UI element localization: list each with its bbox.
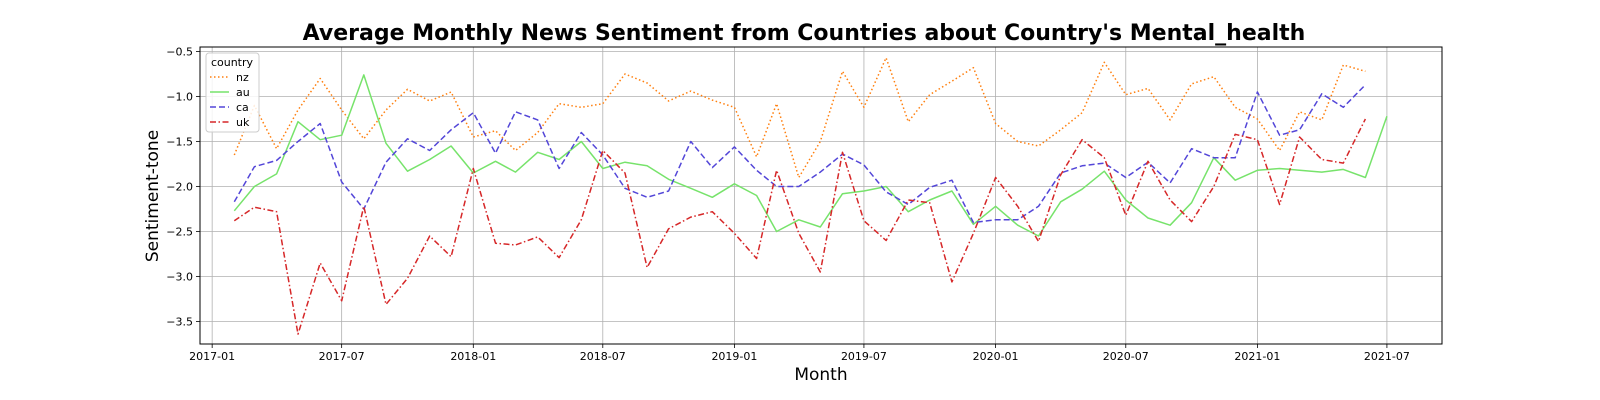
y-tick-label: −2.0 [166, 181, 193, 194]
x-tick-label: 2017-01 [189, 350, 235, 363]
y-tick-label: −1.0 [166, 91, 193, 104]
plot-frame [199, 46, 1443, 345]
grid [200, 47, 1442, 344]
x-axis: 2017-01 2017-07 2018-01 2018-07 2019-01 2019-… [189, 344, 1410, 363]
legend-label-uk: uk [236, 116, 250, 129]
x-tick-label: 2019-01 [711, 350, 757, 363]
y-tick-label: −0.5 [166, 46, 193, 59]
x-axis-label: Month [794, 365, 847, 385]
series-line-au [233, 74, 1388, 237]
legend: country nz au ca uk [205, 52, 260, 133]
legend-label-au: au [236, 86, 250, 99]
y-tick-label: −2.5 [166, 226, 193, 239]
x-tick-label: 2020-01 [973, 350, 1019, 363]
series-line-nz [233, 57, 1366, 179]
y-axis: −0.5 −1.0 −1.5 −2.0 −2.5 −3.0 −3.5 [166, 46, 200, 329]
legend-box [205, 52, 260, 133]
y-axis-label: Sentiment-tone [143, 130, 163, 262]
legend-label-nz: nz [236, 71, 249, 84]
x-tick-label: 2018-01 [450, 350, 496, 363]
series-line-uk [233, 118, 1367, 335]
legend-label-ca: ca [236, 101, 249, 114]
series-layer [233, 57, 1388, 335]
x-tick-label: 2020-07 [1103, 350, 1149, 363]
y-tick-label: −1.5 [166, 136, 193, 149]
x-tick-label: 2017-07 [319, 350, 365, 363]
y-tick-label: −3.0 [166, 271, 193, 284]
x-tick-label: 2021-01 [1234, 350, 1280, 363]
series-line-ca [233, 84, 1366, 224]
chart-title: Average Monthly News Sentiment from Coun… [303, 21, 1306, 46]
x-tick-label: 2019-07 [841, 350, 887, 363]
legend-title: country [211, 56, 254, 69]
x-tick-label: 2018-07 [580, 350, 626, 363]
x-tick-label: 2021-07 [1364, 350, 1410, 363]
y-tick-label: −3.5 [166, 316, 193, 329]
